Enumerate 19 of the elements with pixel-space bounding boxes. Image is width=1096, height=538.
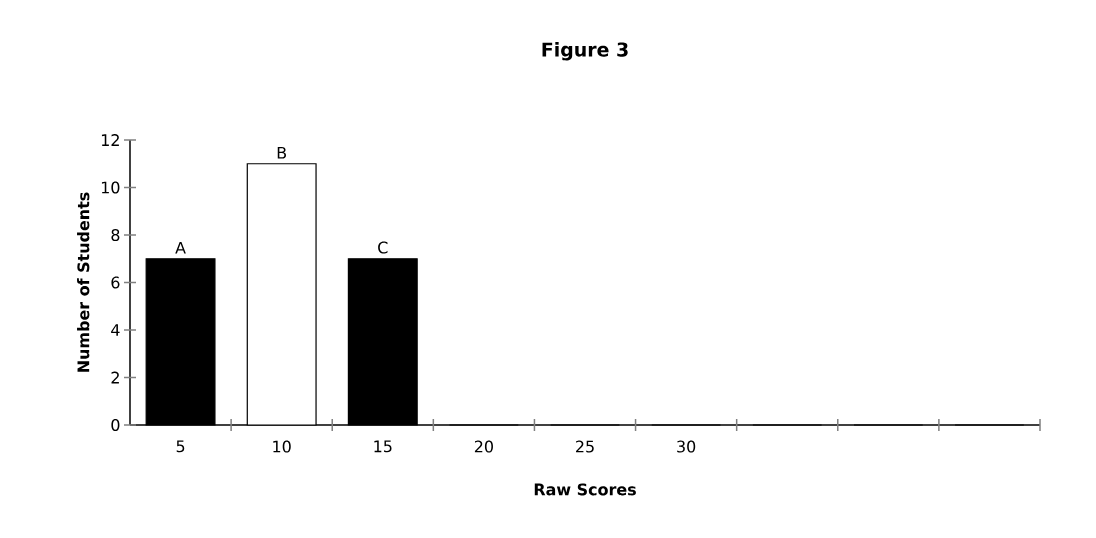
annotation: B: [277, 146, 287, 159]
annotation: C: [378, 241, 388, 254]
y-tick-label: 4: [111, 324, 120, 336]
x-tick-label: 25: [576, 440, 594, 453]
y-axis-title: Number of Students: [77, 192, 90, 372]
y-tick-label: 10: [101, 181, 120, 194]
y-tick-label: 12: [101, 134, 119, 146]
y-tick-label: 6: [111, 276, 120, 289]
x-tick-label: 5: [176, 440, 185, 453]
x-tick-label: 30: [677, 440, 696, 453]
x-tick-label: 15: [374, 440, 392, 453]
y-tick-label: 8: [111, 228, 120, 242]
x-tick-label: 10: [273, 440, 291, 453]
x-tick-label: 20: [474, 440, 493, 453]
x-axis-title: Raw Scores: [534, 483, 636, 496]
y-tick-label: 2: [111, 371, 119, 384]
annotation: A: [175, 241, 186, 254]
chart-title: Figure 3: [542, 42, 628, 61]
y-tick-label: 0: [111, 418, 120, 432]
